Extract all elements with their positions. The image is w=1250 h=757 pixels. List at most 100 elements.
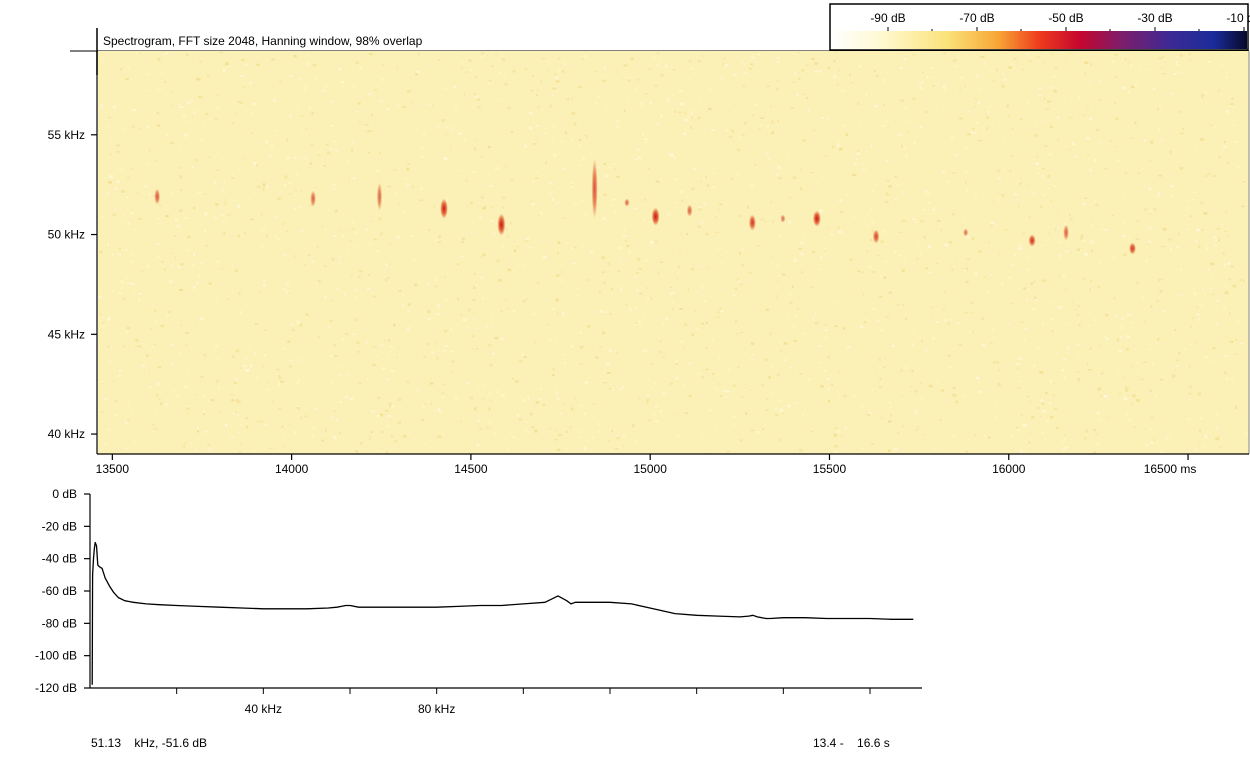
noise-speck [894, 197, 898, 200]
noise-speck [1204, 356, 1208, 358]
noise-speck [128, 404, 130, 407]
noise-speck [535, 125, 538, 128]
noise-speck [885, 160, 889, 163]
noise-speck [694, 71, 696, 75]
noise-speck [327, 255, 330, 258]
noise-speck [824, 155, 828, 157]
noise-speck [926, 193, 930, 195]
noise-speck [465, 71, 468, 73]
noise-speck [775, 56, 780, 59]
noise-speck [286, 156, 290, 160]
noise-speck [624, 109, 626, 112]
noise-speck [317, 280, 321, 283]
noise-speck [1172, 332, 1174, 334]
noise-speck [683, 346, 685, 348]
noise-speck [260, 245, 265, 248]
noise-speck [141, 364, 146, 367]
noise-speck [660, 114, 663, 118]
noise-speck [1148, 242, 1150, 245]
noise-speck [1068, 213, 1071, 216]
noise-speck [111, 253, 114, 256]
noise-speck [475, 348, 479, 350]
noise-speck [901, 144, 903, 148]
noise-speck [461, 237, 465, 240]
noise-speck [816, 285, 818, 287]
noise-speck [148, 370, 150, 372]
noise-speck [649, 297, 652, 300]
noise-speck [1158, 174, 1163, 177]
noise-speck [220, 213, 224, 216]
noise-speck [733, 423, 736, 426]
noise-speck [442, 350, 445, 353]
noise-speck [269, 447, 274, 449]
noise-speck [1047, 239, 1050, 241]
noise-speck [178, 209, 183, 212]
noise-speck [222, 220, 226, 222]
noise-speck [696, 372, 701, 375]
noise-speck [828, 400, 831, 403]
spectrum-plot[interactable]: 0 dB-20 dB-40 dB-60 dB-80 dB-100 dB-120 … [35, 487, 922, 716]
noise-speck [1052, 75, 1055, 78]
noise-speck [317, 154, 321, 157]
noise-speck [1206, 247, 1209, 250]
spectrogram-background[interactable] [98, 51, 1249, 454]
noise-speck [859, 325, 864, 329]
noise-speck [1033, 280, 1036, 283]
noise-speck [100, 316, 104, 318]
noise-speck [748, 272, 752, 274]
noise-speck [866, 250, 869, 252]
noise-speck [556, 448, 561, 451]
noise-speck [149, 327, 152, 331]
noise-speck [450, 128, 453, 131]
spectrogram-calls [154, 158, 1136, 255]
noise-speck [857, 150, 860, 152]
noise-speck [718, 383, 721, 385]
noise-speck [583, 412, 586, 415]
noise-speck [1222, 251, 1225, 255]
noise-speck [976, 75, 978, 78]
noise-speck [238, 292, 241, 295]
noise-speck [279, 377, 282, 379]
noise-speck [863, 321, 867, 324]
noise-speck [366, 378, 369, 381]
noise-speck [1150, 305, 1153, 308]
noise-speck [344, 333, 349, 335]
noise-speck [1120, 336, 1123, 340]
noise-speck [785, 281, 787, 284]
noise-speck [1178, 233, 1180, 236]
noise-speck [1055, 426, 1059, 430]
noise-speck [1063, 99, 1066, 103]
noise-speck [224, 423, 228, 427]
noise-speck [221, 420, 223, 422]
noise-speck [1135, 348, 1138, 350]
noise-speck [182, 115, 186, 117]
noise-speck [574, 246, 577, 249]
noise-speck [1095, 442, 1099, 445]
noise-speck [656, 123, 661, 126]
noise-speck [877, 254, 880, 256]
noise-speck [300, 158, 302, 161]
noise-speck [339, 67, 343, 71]
noise-speck [406, 183, 410, 187]
noise-speck [232, 355, 235, 358]
noise-speck [1143, 361, 1147, 363]
noise-speck [562, 70, 565, 73]
noise-speck [155, 243, 160, 245]
noise-speck [1212, 293, 1215, 295]
noise-speck [107, 345, 110, 348]
noise-speck [532, 414, 535, 416]
noise-speck [426, 433, 428, 435]
noise-speck [185, 406, 189, 407]
noise-speck [1016, 363, 1020, 366]
noise-speck [872, 307, 876, 310]
noise-speck [900, 369, 903, 372]
noise-speck [233, 382, 237, 384]
noise-speck [886, 191, 888, 195]
noise-speck [684, 112, 687, 115]
noise-speck [489, 363, 493, 367]
noise-speck [351, 148, 354, 152]
noise-speck [1018, 380, 1022, 383]
noise-speck [974, 433, 976, 437]
noise-speck [616, 70, 618, 74]
